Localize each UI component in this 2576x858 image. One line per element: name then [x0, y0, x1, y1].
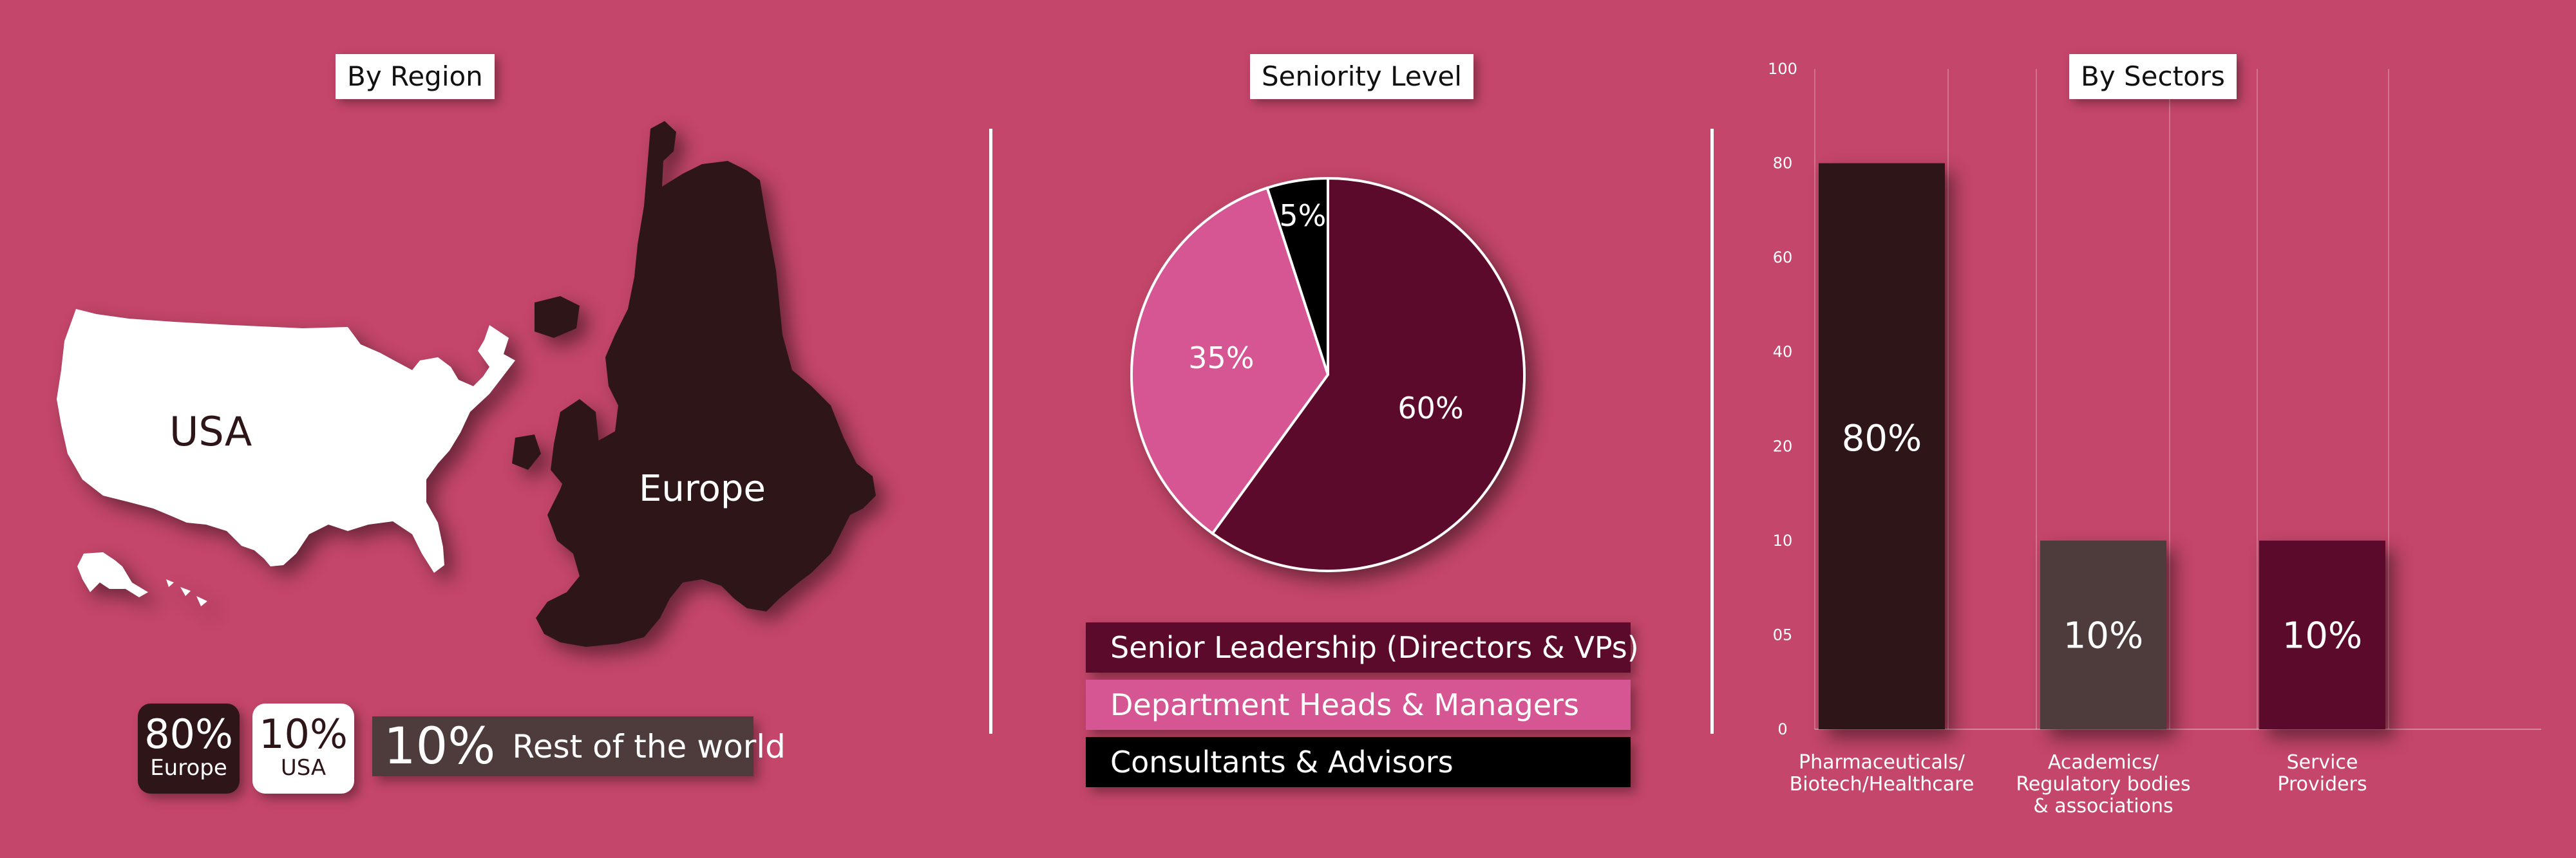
- y-tick-label: 0: [1777, 720, 1787, 738]
- y-tick-label: 10: [1773, 532, 1793, 550]
- stat-europe-label: Europe: [150, 755, 227, 781]
- pie-slice-3: [1265, 176, 1329, 375]
- europe-map: [512, 121, 876, 647]
- y-tick-label: 80: [1773, 154, 1793, 173]
- y-tick-label: 60: [1773, 248, 1793, 266]
- category-label-1: Pharmaceuticals/Biotech/Healthcare: [1790, 751, 1975, 796]
- stat-rest-pct: 10%: [384, 717, 496, 776]
- stat-europe: 80% Europe: [138, 704, 240, 794]
- y-tick-label: 40: [1773, 343, 1793, 361]
- bar-value-label-3: 10%: [2282, 615, 2362, 657]
- stat-europe-pct: 80%: [144, 711, 233, 758]
- pie-slice-2: [1130, 186, 1330, 536]
- category-label-2: Academics/Regulatory bodies & association…: [2016, 751, 2190, 817]
- category-label-3: Service Providers: [2277, 751, 2367, 796]
- usa-map: [57, 309, 515, 606]
- legend-senior-leadership: Senior Leadership (Directors & VPs): [1086, 622, 1639, 673]
- bar-2: [2040, 540, 2166, 729]
- region-title: By Region: [336, 54, 495, 99]
- europe-label: Europe: [639, 468, 766, 510]
- pie-label-3: 5%: [1279, 198, 1326, 233]
- region-maps: [57, 121, 876, 647]
- y-tick-label: 05: [1773, 626, 1793, 644]
- bar-value-label-1: 80%: [1842, 418, 1922, 460]
- usa-label: USA: [169, 408, 252, 455]
- seniority-title: Seniority Level: [1250, 54, 1473, 99]
- stat-usa-pct: 10%: [259, 711, 348, 758]
- stat-rest-label: Rest of the world: [512, 727, 786, 765]
- sectors-title: By Sectors: [2069, 54, 2237, 99]
- legend-department-heads: Department Heads & Managers: [1086, 680, 1631, 730]
- stat-usa-label: USA: [280, 755, 327, 781]
- pie-label-1: 60%: [1397, 391, 1463, 425]
- stat-rest: 10% Rest of the world: [372, 716, 786, 776]
- legend-consultants: Consultants & Advisors: [1086, 737, 1631, 787]
- divider-left: [989, 129, 992, 734]
- pie-slice-1: [1210, 176, 1526, 572]
- bar-1: [1819, 163, 1945, 730]
- bar-3: [2259, 540, 2385, 729]
- y-tick-label: 20: [1773, 437, 1793, 455]
- bar-value-label-2: 10%: [2063, 615, 2143, 657]
- pie-label-2: 35%: [1188, 340, 1254, 375]
- divider-right: [1710, 129, 1714, 734]
- stat-usa: 10% USA: [252, 704, 354, 794]
- y-tick-label: 100: [1768, 60, 1797, 78]
